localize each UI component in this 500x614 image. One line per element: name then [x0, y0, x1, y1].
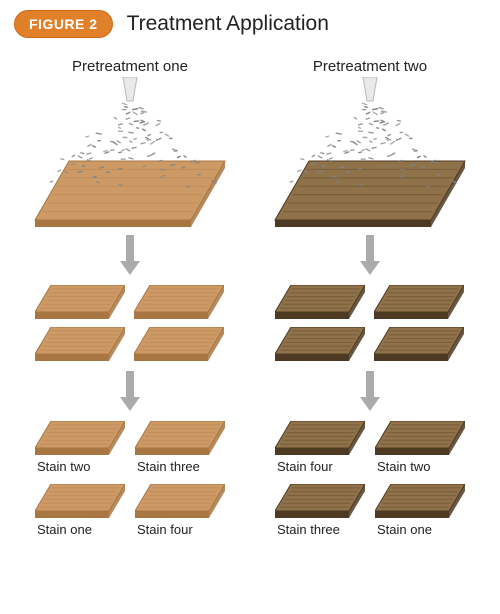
stain-sample: Stain two — [375, 421, 465, 474]
board-quarter — [35, 285, 126, 319]
figure-badge: FIGURE 2 — [14, 10, 113, 38]
stain-sample: Stain three — [275, 484, 365, 537]
stain-label: Stain four — [137, 522, 193, 537]
arrow-down-icon — [120, 235, 140, 275]
column-pretreatment-two: Pretreatment two Stain fourStain twoStai… — [260, 44, 480, 537]
board-quarter — [374, 285, 465, 319]
board-quarter — [134, 285, 225, 319]
stain-label: Stain two — [37, 459, 90, 474]
board-quarter — [134, 327, 225, 361]
stain-label: Stain one — [37, 522, 92, 537]
arrow-down-icon — [360, 371, 380, 411]
pretreatment-label: Pretreatment two — [313, 58, 427, 75]
stain-sample: Stain one — [375, 484, 465, 537]
figure-title: Treatment Application — [127, 12, 329, 36]
stain-grid: Stain two Stain three Stain one Stain four — [35, 421, 225, 537]
stain-label: Stain four — [277, 459, 333, 474]
stain-sample: Stain one — [35, 484, 125, 537]
stain-label: Stain one — [377, 522, 432, 537]
board-quarter — [35, 327, 126, 361]
stain-sample: Stain four — [135, 484, 225, 537]
column-pretreatment-one: Pretreatment one Stain twoStain threeSta… — [20, 44, 240, 537]
stain-label: Stain three — [277, 522, 340, 537]
stain-grid: Stain four Stain two Stain three Stain one — [275, 421, 465, 537]
arrow-down-icon — [360, 235, 380, 275]
stain-sample: Stain four — [275, 421, 365, 474]
board-quarter — [275, 327, 366, 361]
spray-stage — [30, 77, 230, 227]
split-into-four — [275, 285, 465, 361]
figure-header: FIGURE 2 Treatment Application — [0, 0, 500, 44]
stain-sample: Stain two — [35, 421, 125, 474]
stain-label: Stain three — [137, 459, 200, 474]
diagram-columns: Pretreatment one Stain twoStain threeSta… — [0, 44, 500, 537]
split-into-four — [35, 285, 225, 361]
stain-sample: Stain three — [135, 421, 225, 474]
stain-label: Stain two — [377, 459, 430, 474]
spray-stage — [270, 77, 470, 227]
board-quarter — [275, 285, 366, 319]
board-quarter — [374, 327, 465, 361]
arrow-down-icon — [120, 371, 140, 411]
pretreatment-label: Pretreatment one — [72, 58, 188, 75]
